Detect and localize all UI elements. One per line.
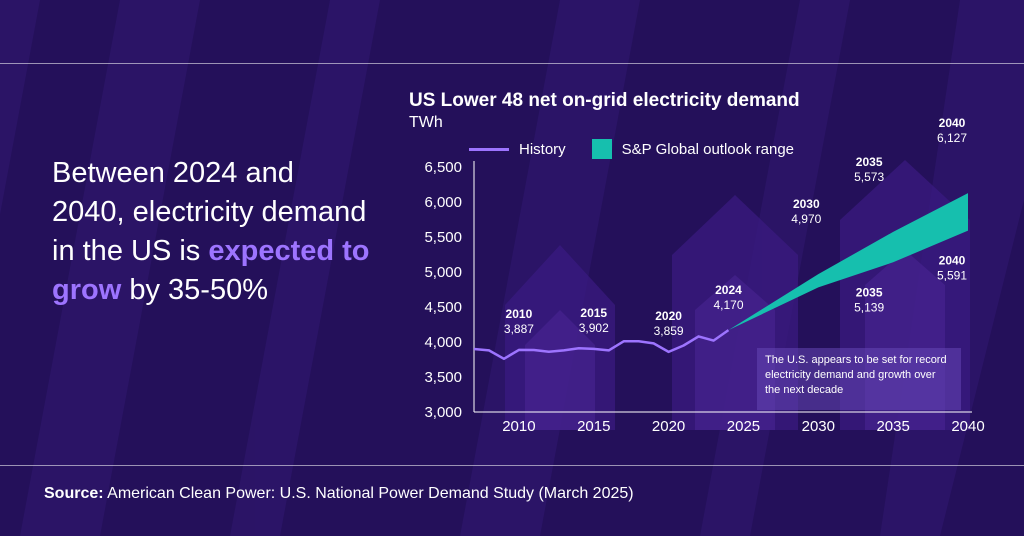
y-tick-label: 4,500 [424,299,462,316]
data-label-value: 3,902 [579,321,609,335]
data-label-year: 2040 [939,116,966,130]
chart-title: US Lower 48 net on-grid electricity dema… [409,90,800,111]
chart-unit: TWh [409,114,443,131]
source-label: Source: [44,485,104,502]
outlook-range-band [728,193,968,331]
source-line: Source: American Clean Power: U.S. Natio… [44,485,634,503]
legend-history-swatch [469,147,509,151]
y-tick-label: 4,000 [424,334,462,351]
legend-history-label: History [519,140,566,158]
data-label-value: 5,139 [854,300,884,314]
data-label-value: 3,887 [504,322,534,336]
x-tick-label: 2025 [727,418,760,435]
data-label-value: 5,573 [854,170,884,184]
data-label-value: 6,127 [937,131,967,145]
chart-legend: History S&P Global outlook range [469,139,794,159]
data-label-value: 3,859 [654,324,684,338]
y-tick-label: 3,000 [424,404,462,421]
data-label-year: 2035 [856,285,883,299]
x-tick-label: 2040 [951,418,984,435]
source-text: American Clean Power: U.S. National Powe… [103,485,634,502]
data-label-year: 2024 [715,283,742,297]
data-label-year: 2035 [856,155,883,169]
y-tick-label: 6,500 [424,159,462,176]
x-tick-label: 2020 [652,418,685,435]
y-tick-label: 5,000 [424,264,462,281]
y-tick-label: 5,500 [424,229,462,246]
top-divider [0,63,1024,64]
headline-highlight: expected to grow [52,235,370,306]
x-tick-label: 2035 [876,418,909,435]
history-series-line [473,329,730,361]
data-label-value: 4,170 [713,298,743,312]
x-tick-label: 2015 [577,418,610,435]
headline: Between 2024 and 2040, electricity deman… [52,154,372,310]
headline-text-end: by 35-50% [121,274,268,306]
data-label-value: 5,591 [937,269,967,283]
headline-text: Between 2024 and 2040, electricity deman… [52,157,367,267]
data-label-year: 2020 [655,309,682,323]
y-tick-label: 3,500 [424,369,462,386]
data-label-year: 2030 [793,197,820,211]
chart-note: The U.S. appears to be set for record el… [757,348,961,410]
legend-range-swatch [591,139,612,159]
data-label-value: 4,970 [791,212,821,226]
data-label-year: 2015 [580,306,607,320]
data-label-year: 2040 [939,254,966,268]
bottom-divider [0,465,1024,466]
x-tick-label: 2010 [502,418,535,435]
y-tick-label: 6,000 [424,194,462,211]
data-label-year: 2010 [506,307,533,321]
legend-range-label: S&P Global outlook range [621,140,795,158]
x-tick-label: 2030 [802,418,835,435]
